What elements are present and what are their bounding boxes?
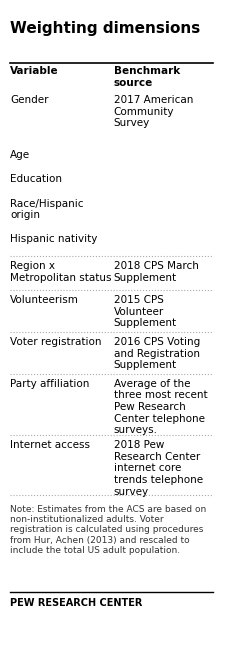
Text: Volunteerism: Volunteerism (10, 295, 79, 305)
Text: Weighting dimensions: Weighting dimensions (10, 21, 200, 36)
Text: 2018 CPS March
Supplement: 2018 CPS March Supplement (114, 261, 198, 283)
Text: Internet access: Internet access (10, 440, 90, 450)
Text: Note: Estimates from the ACS are based on
non-institutionalized adults. Voter
re: Note: Estimates from the ACS are based o… (10, 505, 206, 555)
Text: Hispanic nativity: Hispanic nativity (10, 235, 97, 244)
Text: 2017 American
Community
Survey: 2017 American Community Survey (114, 95, 193, 128)
Text: Benchmark
source: Benchmark source (114, 66, 180, 87)
Text: Race/Hispanic
origin: Race/Hispanic origin (10, 199, 84, 220)
Text: 2015 CPS
Volunteer
Supplement: 2015 CPS Volunteer Supplement (114, 295, 177, 328)
Text: Party affiliation: Party affiliation (10, 379, 89, 389)
Text: Average of the
three most recent
Pew Research
Center telephone
surveys.: Average of the three most recent Pew Res… (114, 379, 207, 435)
Text: Voter registration: Voter registration (10, 337, 102, 347)
Text: Education: Education (10, 174, 62, 184)
Text: PEW RESEARCH CENTER: PEW RESEARCH CENTER (10, 598, 142, 608)
Text: 2018 Pew
Research Center
internet core
trends telephone
survey: 2018 Pew Research Center internet core t… (114, 440, 203, 496)
Text: Variable: Variable (10, 66, 59, 76)
Text: Age: Age (10, 150, 30, 160)
Text: Region x
Metropolitan status: Region x Metropolitan status (10, 261, 112, 283)
Text: 2016 CPS Voting
and Registration
Supplement: 2016 CPS Voting and Registration Supplem… (114, 337, 200, 370)
Text: Gender: Gender (10, 95, 49, 105)
